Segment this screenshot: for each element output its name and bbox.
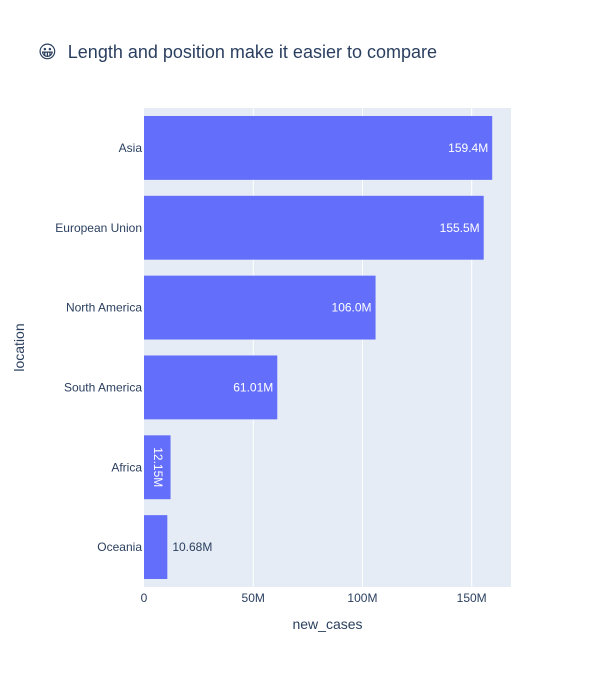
data-label: 159.4M <box>448 141 488 155</box>
data-label: 106.0M <box>332 301 372 315</box>
bar-africa <box>144 435 171 500</box>
bar-north-america <box>144 275 376 340</box>
grid-lines <box>252 108 473 587</box>
y-tick-label: Africa <box>111 460 142 474</box>
data-label: 12.15M <box>151 447 165 487</box>
data-label: 61.01M <box>233 380 273 394</box>
data-labels: 159.4M 155.5M 106.0M 61.01M 12.15M 10.68M <box>151 141 488 554</box>
y-tick-label: Oceania <box>97 540 142 554</box>
y-tick-label: South America <box>64 380 142 394</box>
data-label: 155.5M <box>440 221 480 235</box>
y-tick-label: European Union <box>55 221 142 235</box>
y-tick-label: Asia <box>119 141 143 155</box>
x-axis-ticks: 0 50M 100M 150M <box>141 591 487 605</box>
chart-title-text: Length and position make it easier to co… <box>68 42 437 62</box>
x-tick-label: 100M <box>347 591 377 605</box>
bar-european-union <box>144 195 484 260</box>
y-tick-label: North America <box>66 301 142 315</box>
plot-area <box>144 108 511 587</box>
x-tick-label: 50M <box>242 591 265 605</box>
y-axis-title: location <box>11 323 27 371</box>
bars <box>144 115 493 580</box>
y-axis-ticks: Asia European Union North America South Ame… <box>55 141 142 554</box>
x-axis-title: new_cases <box>292 616 362 632</box>
chart-title-emoji: 😀 <box>38 42 57 62</box>
chart-title: 😀 Length and position make it easier to … <box>38 42 437 62</box>
bar-oceania <box>144 515 168 580</box>
x-tick-label: 150M <box>457 591 487 605</box>
bar-asia <box>144 115 493 180</box>
x-tick-label: 0 <box>141 591 148 605</box>
bar-south-america <box>144 355 278 420</box>
data-label: 10.68M <box>172 540 212 554</box>
